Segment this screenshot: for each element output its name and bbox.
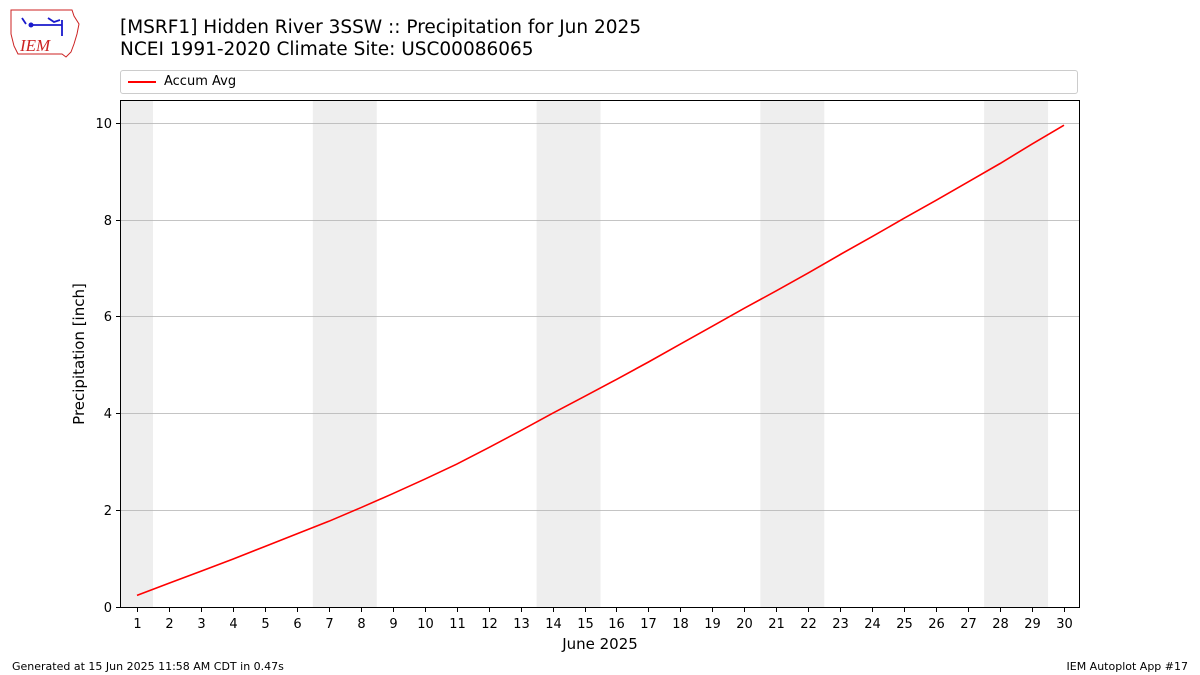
x-tick-label: 19 <box>704 617 721 632</box>
weekend-band <box>312 101 377 607</box>
x-tick-label: 20 <box>736 617 753 632</box>
x-tick-label: 25 <box>896 617 913 632</box>
series-layer <box>136 124 1065 597</box>
x-tick-label: 9 <box>389 617 397 632</box>
y-tick-label: 8 <box>104 214 112 229</box>
x-tick-label: 21 <box>768 617 785 632</box>
plot-frame <box>120 100 1080 608</box>
x-tick-label: 27 <box>960 617 977 632</box>
series-line-accum-avg <box>136 124 1065 597</box>
x-tick-label: 11 <box>449 617 466 632</box>
x-axis: 1 2 3 4 5 6 7 8 9 10 11 12 13 14 15 16 17 18 19 20 21 22 23 24 2… <box>133 607 1073 632</box>
x-tick-label: 16 <box>608 617 625 632</box>
legend-label: Accum Avg <box>164 74 237 89</box>
gridlines <box>121 123 1080 511</box>
weather-station-icon <box>21 17 63 36</box>
weekend-band <box>121 101 153 607</box>
x-tick-label: 14 <box>545 617 562 632</box>
chart-title: [MSRF1] Hidden River 3SSW :: Precipitati… <box>120 17 641 61</box>
x-tick-label: 3 <box>197 617 205 632</box>
x-tick-label: 15 <box>577 617 594 632</box>
y-axis: 0 2 4 6 8 10 <box>95 117 121 616</box>
x-axis-label: June 2025 <box>561 635 638 653</box>
y-axis-label: Precipitation [inch] <box>70 283 88 425</box>
x-tick-label: 6 <box>293 617 301 632</box>
weekend-band <box>984 101 1049 607</box>
x-tick-label: 13 <box>513 617 530 632</box>
x-tick-label: 23 <box>832 617 849 632</box>
x-tick-label: 5 <box>261 617 269 632</box>
x-tick-label: 22 <box>800 617 817 632</box>
generated-timestamp: Generated at 15 Jun 2025 11:58 AM CDT in… <box>12 660 284 673</box>
title-line-1: [MSRF1] Hidden River 3SSW :: Precipitati… <box>120 17 642 38</box>
x-tick-label: 28 <box>992 617 1009 632</box>
y-tick-label: 4 <box>104 407 112 422</box>
weekend-band <box>760 101 825 607</box>
x-tick-label: 26 <box>928 617 945 632</box>
legend-swatch <box>128 81 156 83</box>
weekend-bands <box>121 101 1049 607</box>
x-tick-label: 10 <box>417 617 434 632</box>
logo-text: IEM <box>19 36 51 55</box>
legend: Accum Avg <box>120 70 1078 94</box>
x-tick-label: 29 <box>1024 617 1041 632</box>
x-tick-label: 12 <box>481 617 498 632</box>
y-tick-label: 6 <box>104 310 112 325</box>
weekend-band <box>536 101 601 607</box>
x-tick-label: 24 <box>864 617 881 632</box>
title-line-2: NCEI 1991-2020 Climate Site: USC00086065 <box>120 39 534 60</box>
y-tick-label: 0 <box>104 601 112 616</box>
x-tick-label: 18 <box>672 617 689 632</box>
y-tick-label: 10 <box>95 117 112 132</box>
x-tick-label: 8 <box>357 617 365 632</box>
x-tick-label: 4 <box>229 617 237 632</box>
station-dot-icon <box>28 22 34 28</box>
x-tick-label: 1 <box>133 617 141 632</box>
app-label: IEM Autoplot App #17 <box>1066 660 1189 673</box>
x-tick-label: 7 <box>325 617 333 632</box>
x-tick-label: 2 <box>165 617 173 632</box>
y-tick-label: 2 <box>104 504 112 519</box>
iowa-outline <box>10 9 80 58</box>
x-tick-label: 30 <box>1056 617 1073 632</box>
iem-logo: IEM <box>10 9 80 58</box>
x-tick-label: 17 <box>640 617 657 632</box>
